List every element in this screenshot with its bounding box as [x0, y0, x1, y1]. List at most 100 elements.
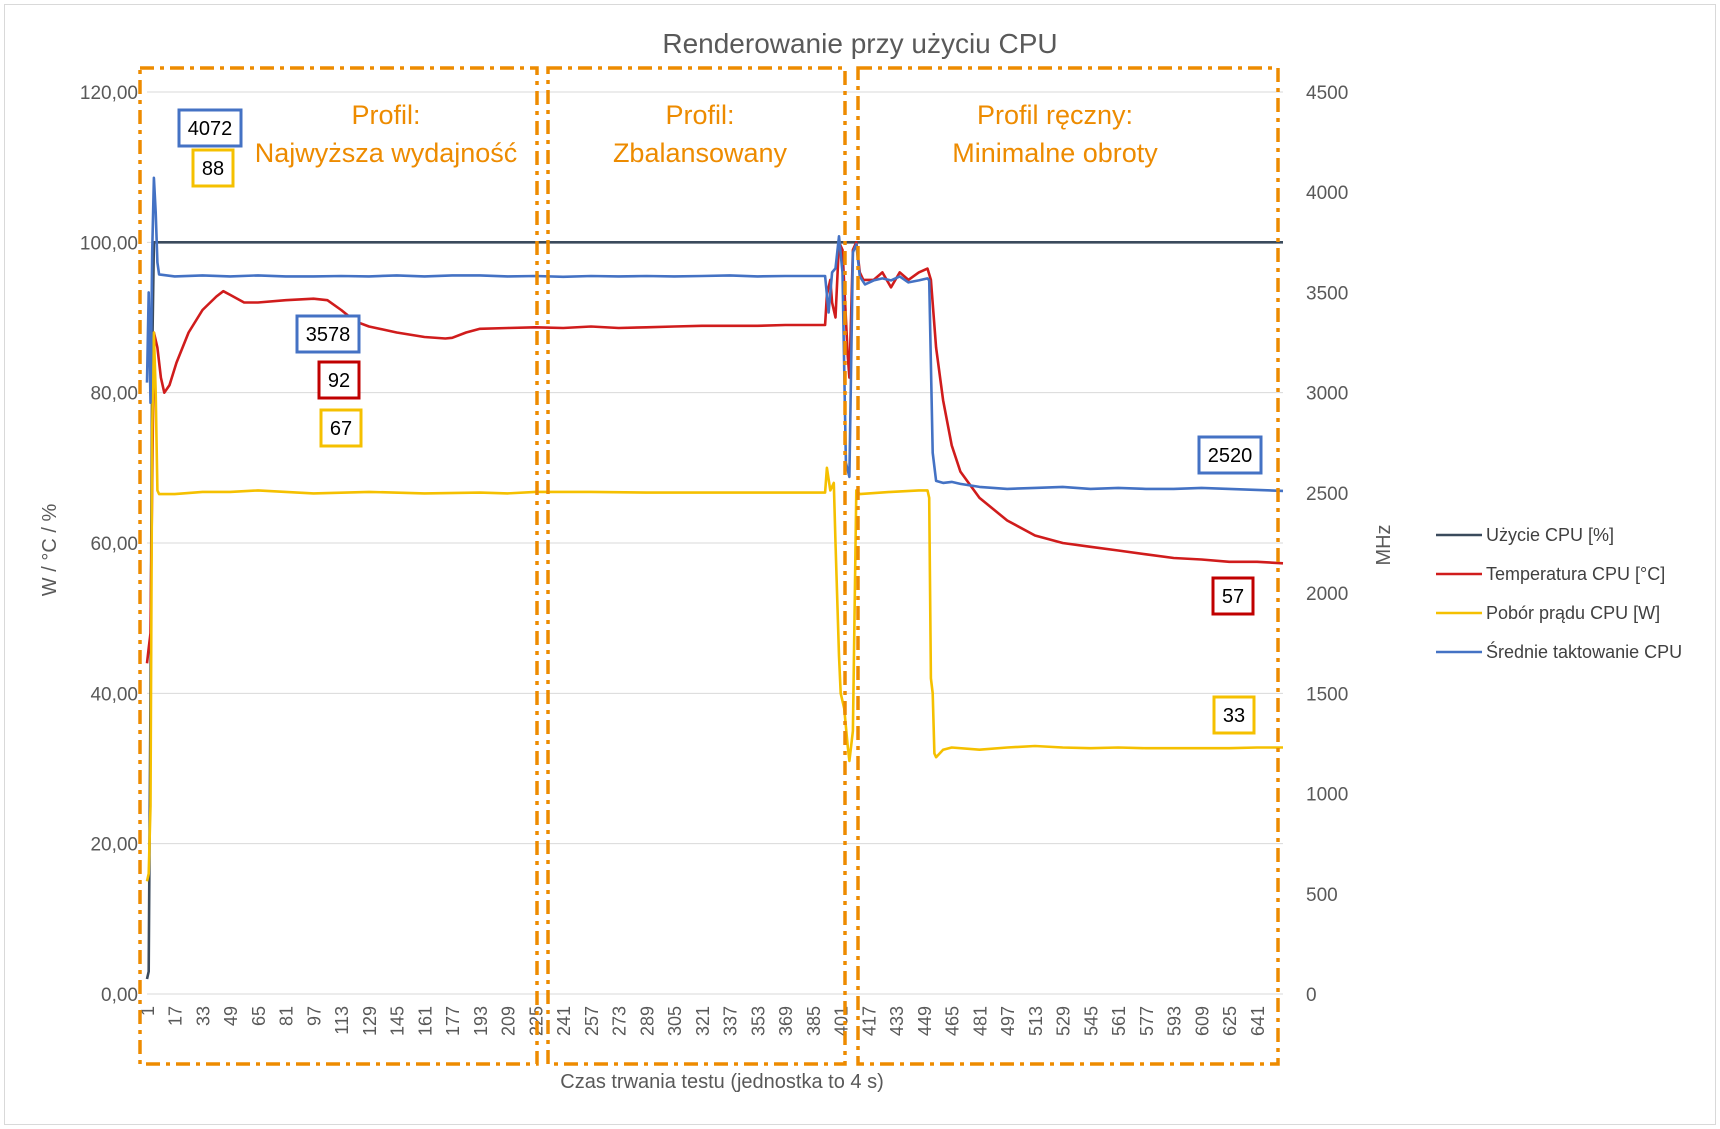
- profile-section-title: Profil:: [665, 100, 734, 130]
- profile-sections: Profil: Najwyższa wydajność Profil: Zbalans…: [138, 66, 1280, 1066]
- profile-section-title: Profil:: [351, 100, 420, 130]
- right-axis-tick-label: 2500: [1306, 484, 1348, 505]
- right-axis-tick-label: 1500: [1306, 684, 1348, 705]
- x-axis-tick-label: 353: [748, 1006, 768, 1036]
- series-line-3: [145, 331, 1283, 882]
- value-callout-box: [319, 408, 363, 448]
- value-callout-label: 57: [1222, 586, 1244, 608]
- x-axis-tick-label: 481: [970, 1006, 990, 1036]
- value-callout-box: [177, 108, 243, 148]
- right-axis-ticks: 0 500 1000 1500 2000 2500 3000 3500 4000 4500: [1306, 83, 1348, 1006]
- x-axis-tick-label: 561: [1109, 1006, 1129, 1036]
- left-axis-tick-label: 0,00: [101, 985, 138, 1006]
- x-axis-tick-label: 97: [304, 1006, 324, 1026]
- x-axis-tick-label: 321: [693, 1006, 713, 1036]
- x-axis-tick-label: 209: [499, 1006, 519, 1036]
- value-callout-label: 2520: [1208, 445, 1253, 467]
- value-callout-label: 88: [202, 158, 224, 180]
- x-axis-tick-label: 81: [277, 1006, 297, 1026]
- value-callout-label: 3578: [306, 324, 351, 346]
- x-axis-tick-label: 145: [388, 1006, 408, 1036]
- x-axis-tick-label: 33: [193, 1006, 213, 1026]
- x-axis-tick-label: 305: [665, 1006, 685, 1036]
- profile-section-title: Profil ręczny:: [977, 100, 1133, 130]
- profile-section-name: Minimalne obroty: [952, 138, 1158, 168]
- profile-section-box: [546, 66, 847, 1066]
- value-callout-box: [1197, 435, 1263, 475]
- value-callout-label: 33: [1223, 705, 1245, 727]
- legend-entry: Pobór prądu CPU [W]: [1486, 603, 1660, 623]
- gridlines: [147, 91, 1283, 995]
- left-axis-tick-label: 120,00: [80, 83, 138, 104]
- chart-frame: [4, 4, 1716, 1125]
- left-axis-tick-label: 80,00: [90, 384, 138, 405]
- right-axis-tick-label: 3000: [1306, 384, 1348, 405]
- y-axis-title: W / °C / %: [39, 504, 61, 597]
- x-axis-tick-label: 241: [554, 1006, 574, 1036]
- right-axis-tick-label: 0: [1306, 985, 1317, 1006]
- x-axis-tick-label: 369: [776, 1006, 796, 1036]
- x-axis-tick-label: 465: [943, 1006, 963, 1036]
- x-axis-tick-label: 17: [166, 1006, 186, 1026]
- x-axis-tick-label: 49: [221, 1006, 241, 1026]
- series-line-2: [145, 241, 1284, 664]
- value-callout-box: [1212, 695, 1256, 735]
- x-axis-tick-label: 177: [443, 1006, 463, 1036]
- x-axis-tick-label: 193: [471, 1006, 491, 1036]
- legend-entry: Użycie CPU [%]: [1486, 525, 1614, 545]
- legend-entry: Temperatura CPU [°C]: [1486, 564, 1665, 584]
- x-axis-tick-label: 529: [1054, 1006, 1074, 1036]
- x-axis-tick-label: 385: [804, 1006, 824, 1036]
- x-axis-tick-label: 289: [637, 1006, 657, 1036]
- right-axis-tick-label: 3500: [1306, 283, 1348, 304]
- x-axis-tick-label: 641: [1248, 1006, 1268, 1036]
- x-axis-tick-label: 609: [1192, 1006, 1212, 1036]
- x-axis-tick-label: 161: [415, 1006, 435, 1036]
- value-callout-box: [317, 360, 361, 400]
- right-axis-tick-label: 1000: [1306, 785, 1348, 806]
- profile-section-name: Zbalansowany: [613, 138, 788, 168]
- value-callout-label: 4072: [188, 118, 233, 140]
- x-axis-tick-label: 449: [915, 1006, 935, 1036]
- x-axis-tick-label: 625: [1220, 1006, 1240, 1036]
- right-axis-tick-label: 4000: [1306, 183, 1348, 204]
- x-axis-tick-label: 433: [887, 1006, 907, 1036]
- value-callout-box: [191, 148, 235, 188]
- x-axis-tick-label: 65: [249, 1006, 269, 1026]
- x-axis-tick-label: 113: [332, 1006, 352, 1035]
- legend: Użycie CPU [%] Temperatura CPU [°C] Pobór …: [1436, 525, 1682, 662]
- chart-title: Renderowanie przy użyciu CPU: [662, 28, 1057, 59]
- value-callouts: 4072 88 3578 92 67 2520 57 33: [177, 108, 1263, 735]
- x-axis-tick-label: 337: [721, 1006, 741, 1036]
- left-axis-tick-label: 40,00: [90, 684, 138, 705]
- x-axis-tick-label: 593: [1165, 1006, 1185, 1036]
- x-axis-tick-label: 417: [859, 1006, 879, 1036]
- profile-section-box: [856, 66, 1280, 1066]
- x-axis-ticks: 1 17 33 49 65 81 97 113 129 145 161 177 193 209 225 241…: [138, 1006, 1268, 1036]
- x-axis-tick-label: 577: [1137, 1006, 1157, 1036]
- value-callout-label: 92: [328, 370, 350, 392]
- x-axis-title: Czas trwania testu (jednostka to 4 s): [560, 1071, 883, 1093]
- left-axis-ticks: 0,00 20,00 40,00 60,00 80,00 100,00 120,00: [80, 83, 138, 1006]
- left-axis-tick-label: 60,00: [90, 534, 138, 555]
- x-axis-tick-label: 497: [998, 1006, 1018, 1036]
- x-axis-tick-label: 129: [360, 1006, 380, 1036]
- x-axis-tick-label: 401: [832, 1006, 852, 1036]
- left-axis-tick-label: 20,00: [90, 835, 138, 856]
- x-axis-tick-label: 273: [610, 1006, 630, 1036]
- value-callout-box: [295, 314, 361, 354]
- x-axis-tick-label: 545: [1081, 1006, 1101, 1036]
- y2-axis-title: MHz: [1373, 524, 1395, 565]
- profile-section-box: [138, 66, 539, 1066]
- value-callout-label: 67: [330, 418, 352, 440]
- profile-section-name: Najwyższa wydajność: [255, 138, 518, 168]
- x-axis-tick-label: 1: [138, 1006, 158, 1016]
- series-lines: [145, 176, 1284, 980]
- x-axis-tick-label: 513: [1026, 1006, 1046, 1036]
- value-callout-box: [1211, 576, 1255, 616]
- right-axis-tick-label: 4500: [1306, 83, 1348, 104]
- x-axis-tick-label: 257: [582, 1006, 602, 1036]
- left-axis-tick-label: 100,00: [80, 233, 138, 254]
- right-axis-tick-label: 500: [1306, 885, 1338, 906]
